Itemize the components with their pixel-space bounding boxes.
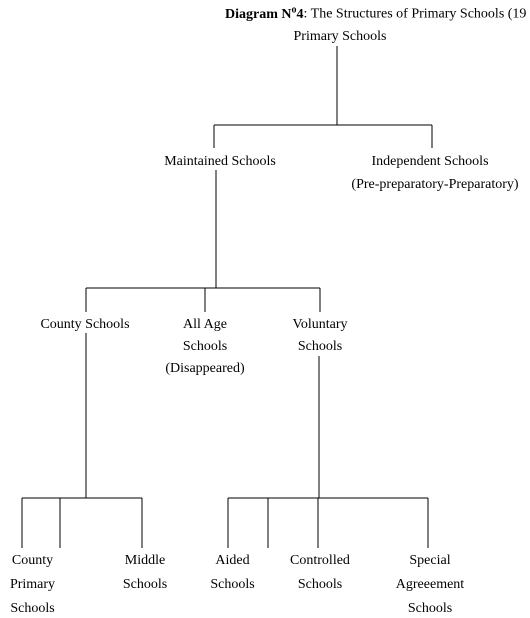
connectors [0, 0, 530, 615]
